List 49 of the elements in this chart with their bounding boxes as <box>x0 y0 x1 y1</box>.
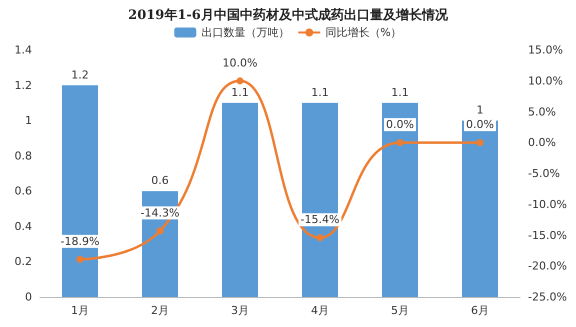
bar <box>62 85 98 297</box>
data-label: 10.0% <box>222 56 258 70</box>
point <box>236 77 244 84</box>
data-label: 0.0% <box>386 118 414 132</box>
y-tick-label: 1.2 <box>14 78 32 92</box>
data-label: 1.1 <box>311 86 329 99</box>
x-tick-label: 1月 <box>71 304 89 317</box>
bar <box>302 102 338 297</box>
point <box>316 234 324 242</box>
y2-tick-label: -25.0% <box>528 290 567 304</box>
point <box>156 227 164 234</box>
y2-tick-label: -10.0% <box>528 198 567 211</box>
data-label: 1.1 <box>391 86 409 99</box>
y-tick-label: 1 <box>25 114 32 128</box>
bar <box>462 120 498 297</box>
y-tick-label: 0.6 <box>14 184 32 198</box>
y2-tick-label: 0.0% <box>528 136 556 150</box>
data-label: 1.1 <box>231 86 249 99</box>
bar <box>382 102 418 297</box>
y-tick-label: 0.2 <box>14 255 32 268</box>
chart-title: 2019年1-6月中国中药材及中式成药出口量及增长情况 <box>128 7 449 23</box>
y2-tick-label: -15.0% <box>528 228 567 242</box>
data-label: 0.6 <box>151 174 169 188</box>
y-tick-label: 0 <box>25 290 32 304</box>
x-tick-label: 6月 <box>471 304 489 317</box>
x-tick-label: 2月 <box>151 304 169 317</box>
data-label: 1.2 <box>71 68 89 82</box>
x-tick-label: 5月 <box>391 304 409 317</box>
legend-label: 同比增长（%） <box>325 26 402 39</box>
legend-label: 出口数量（万吨） <box>201 26 290 39</box>
y2-tick-label: 5.0% <box>528 105 556 118</box>
y2-tick-label: 15.0% <box>528 44 563 56</box>
point <box>476 139 484 146</box>
data-label: 1 <box>476 104 484 117</box>
x-tick-label: 3月 <box>231 304 249 317</box>
data-label: -18.9% <box>60 234 100 248</box>
y-tick-label: 1.4 <box>14 44 32 56</box>
point <box>76 256 84 263</box>
data-label: -15.4% <box>300 213 340 226</box>
data-label: 0.0% <box>466 118 494 132</box>
y2-tick-label: -20.0% <box>528 260 567 273</box>
x-tick-label: 4月 <box>311 304 329 317</box>
y2-tick-label: 10.0% <box>528 74 563 88</box>
y2-tick-label: -5.0% <box>528 167 560 180</box>
y-tick-label: 0.4 <box>14 220 32 233</box>
bar <box>222 102 258 297</box>
y-tick-label: 0.8 <box>14 149 32 162</box>
data-label: -14.3% <box>140 206 180 220</box>
point <box>396 139 404 146</box>
